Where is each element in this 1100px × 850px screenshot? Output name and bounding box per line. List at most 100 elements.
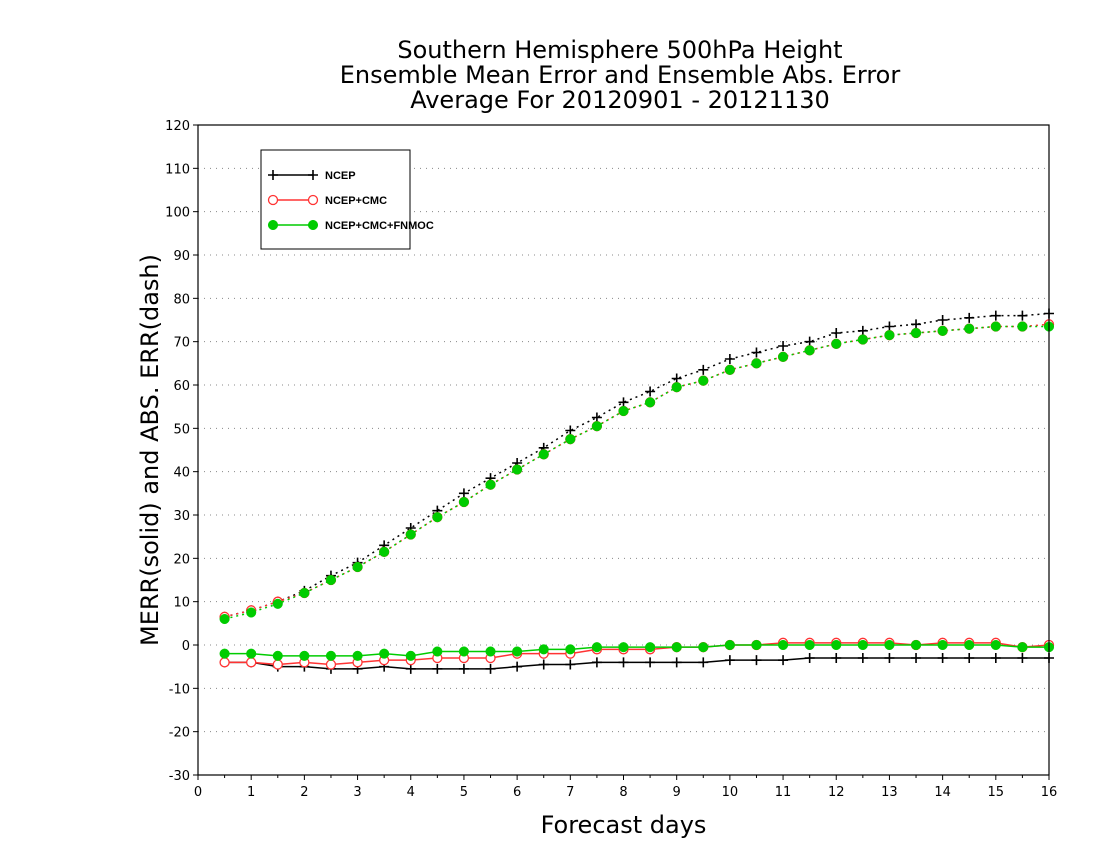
plus-marker: [964, 653, 975, 663]
filled-circle-marker: [964, 639, 975, 651]
y-tick-label: 30: [173, 509, 190, 524]
plus-marker: [911, 319, 922, 330]
plus-marker: [538, 659, 549, 670]
open-circle-marker: [219, 657, 230, 668]
y-tick-label: 0: [182, 639, 190, 654]
filled-circle-marker: [1017, 321, 1028, 332]
open-circle-marker: [246, 657, 257, 668]
x-tick-label: 0: [194, 785, 202, 800]
filled-circle-marker: [831, 639, 842, 651]
filled-circle-marker: [299, 587, 310, 599]
y-tick-label: 120: [165, 119, 190, 134]
filled-circle-marker: [538, 449, 549, 460]
plus-marker: [458, 663, 469, 674]
title-line: Southern Hemisphere 500hPa Height: [397, 36, 842, 64]
filled-circle-marker: [618, 405, 629, 417]
plus-marker: [268, 170, 278, 180]
filled-circle-marker: [591, 421, 602, 432]
x-tick-label: 15: [988, 785, 1005, 800]
plus-marker: [857, 653, 868, 663]
filled-circle-marker: [432, 646, 443, 657]
filled-circle-marker: [325, 650, 337, 661]
open-circle-marker: [307, 194, 319, 206]
y-tick-label: 60: [173, 379, 190, 394]
plus-marker: [857, 325, 868, 336]
filled-circle-marker: [246, 648, 257, 659]
y-tick-label: 90: [173, 249, 190, 264]
filled-circle-marker: [246, 607, 257, 618]
open-circle-marker: [267, 194, 279, 206]
filled-circle-marker: [937, 325, 948, 336]
x-tick-label: 5: [460, 785, 468, 800]
filled-circle-marker: [618, 642, 629, 653]
filled-circle-marker: [379, 648, 390, 659]
y-tick-label: -20: [169, 726, 190, 741]
plus-marker: [591, 657, 602, 668]
plus-marker: [1017, 653, 1028, 663]
legend-label: NCEP+CMC+FNMOC: [325, 220, 434, 232]
filled-circle-marker: [671, 642, 682, 653]
plus-marker: [591, 412, 602, 423]
plus-marker: [618, 397, 629, 408]
plus-marker: [778, 655, 789, 666]
plus-marker: [804, 336, 815, 347]
plus-marker: [937, 653, 948, 663]
x-tick-label: 13: [881, 785, 898, 800]
filled-circle-marker: [698, 642, 709, 653]
filled-circle-marker: [565, 644, 576, 655]
filled-circle-marker: [512, 646, 523, 657]
plus-marker: [751, 655, 762, 666]
y-tick-label: -10: [169, 682, 190, 697]
plus-marker: [884, 653, 895, 663]
filled-circle-marker: [458, 646, 469, 657]
y-tick-label: 50: [173, 422, 190, 437]
filled-circle-marker: [645, 642, 656, 653]
y-tick-label: -30: [169, 769, 190, 784]
filled-circle-marker: [485, 646, 496, 657]
y-tick-label: 80: [173, 292, 190, 307]
filled-circle-marker: [219, 613, 230, 625]
filled-circle-marker: [1017, 642, 1028, 653]
open-circle-marker: [325, 659, 337, 670]
y-tick-label: 40: [173, 466, 190, 481]
plus-marker: [1017, 310, 1028, 321]
legend: NCEP NCEP+CMC NCEP+CMC+FNMOC: [260, 149, 434, 250]
x-tick-label: 4: [407, 785, 415, 800]
chart-title: Southern Hemisphere 500hPa HeightEnsembl…: [340, 36, 901, 114]
filled-circle-marker: [884, 330, 895, 341]
plus-marker: [990, 310, 1001, 321]
filled-circle-marker: [299, 650, 310, 661]
filled-circle-marker: [458, 496, 469, 508]
filled-circle-marker: [990, 639, 1001, 651]
filled-circle-marker: [432, 512, 443, 523]
filled-circle-marker: [352, 561, 363, 573]
filled-circle-marker: [990, 321, 1001, 332]
plus-marker: [671, 373, 682, 384]
plus-marker: [565, 425, 576, 436]
filled-circle-marker: [724, 639, 735, 651]
x-axis: 0 1 2 3 4 5 6 7 8 9 10 11 12 13 14 15 16: [194, 775, 1057, 800]
filled-circle-marker: [698, 375, 709, 386]
title-line: Ensemble Mean Error and Ensemble Abs. Er…: [340, 61, 901, 89]
x-tick-label: 16: [1041, 785, 1058, 800]
series-layer: [219, 308, 1055, 674]
filled-circle-marker: [565, 434, 576, 445]
x-tick-label: 9: [673, 785, 681, 800]
filled-circle-marker: [379, 546, 390, 557]
plus-marker: [990, 653, 1001, 663]
x-tick-label: 12: [828, 785, 845, 800]
abs-err-line: [224, 323, 1050, 618]
plus-marker: [804, 653, 815, 663]
series-ncep: [219, 308, 1054, 674]
series-ncep-cmc: [219, 319, 1055, 670]
filled-circle-marker: [778, 639, 789, 651]
filled-circle-marker: [751, 358, 762, 369]
filled-circle-marker: [307, 219, 319, 231]
legend-label: NCEP+CMC: [325, 195, 387, 207]
filled-circle-marker: [405, 529, 416, 540]
plus-marker: [937, 315, 948, 325]
y-tick-label: 10: [173, 596, 190, 611]
plus-marker: [724, 354, 735, 364]
filled-circle-marker: [884, 639, 895, 651]
filled-circle-marker: [910, 639, 922, 651]
